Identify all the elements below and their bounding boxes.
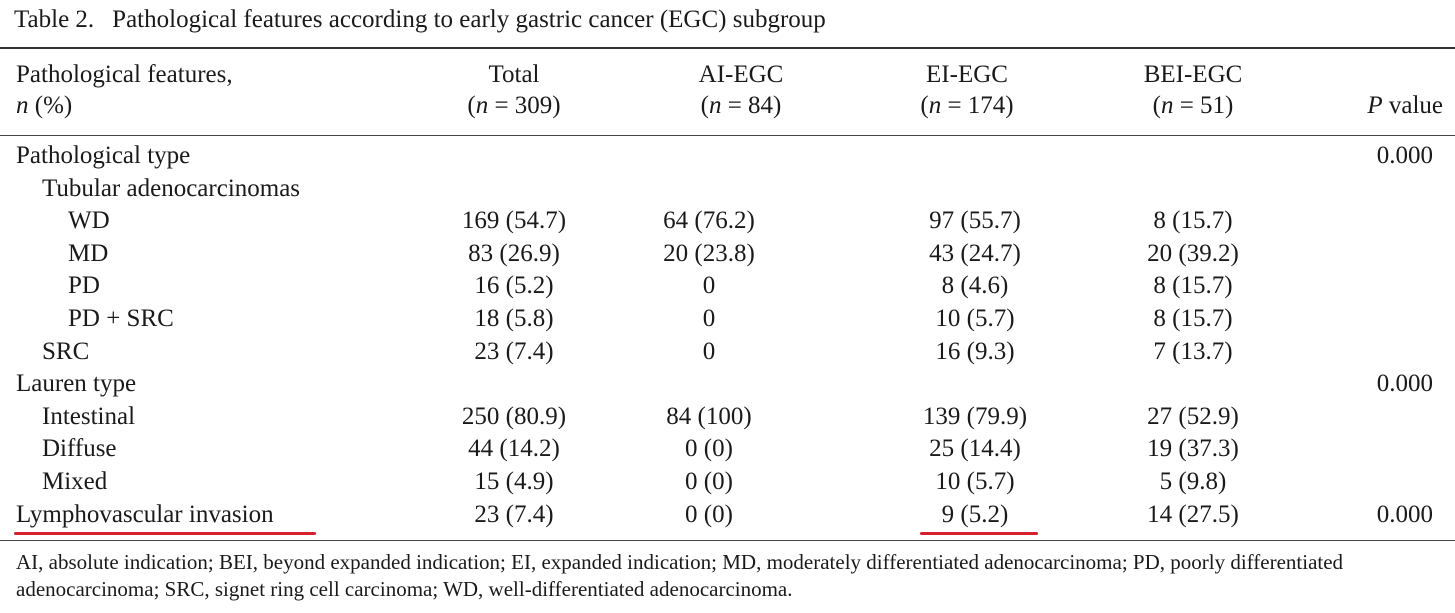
header-feature-line1: Pathological features, — [16, 61, 233, 88]
cell-ai-egc: 84 (100) — [666, 402, 752, 430]
cell-total: 16 (5.2) — [474, 272, 554, 300]
cell-ei-egc: 10 (5.7) — [935, 468, 1015, 495]
table-row: Lauren type 0.000 — [0, 368, 1455, 400]
row-feature-label: Tubular adenocarcinomas — [42, 174, 301, 202]
cell-total: 44 (14.2) — [468, 435, 560, 463]
header-col-name: EI-EGC — [926, 61, 1008, 88]
table-footnote: AI, absolute indication; BEI, beyond exp… — [16, 550, 1344, 601]
table-row: Tubular adenocarcinomas — [0, 173, 1455, 205]
cell-ei-egc: 10 (5.7) — [935, 305, 1015, 332]
table-caption: Table 2. Pathological features according … — [14, 6, 826, 34]
row-feature-label: SRC — [42, 337, 90, 365]
cell-total: 15 (4.9) — [474, 468, 554, 495]
table-row: Intestinal 250 (80.9) 84 (100) 139 (79.9) 27… — [0, 401, 1455, 433]
cell-ai-egc: 0 (0) — [685, 435, 733, 463]
header-col-name: Total — [488, 61, 540, 88]
header-col-total: Total (n = 309) — [467, 59, 560, 121]
cell-total: 83 (26.9) — [468, 239, 560, 267]
cell-total: 23 (7.4) — [474, 500, 554, 528]
row-feature-label: Lauren type — [16, 370, 137, 398]
cell-total: 250 (80.9) — [461, 402, 567, 430]
table-row: PD 16 (5.2) 0 8 (4.6) 8 (15.7) — [0, 270, 1455, 302]
table-row: Diffuse 44 (14.2) 0 (0) 25 (14.4) 19 (37.3) — [0, 433, 1455, 465]
cell-bei-egc: 27 (52.9) — [1147, 402, 1239, 430]
header-col-ai-egc: AI-EGC (n = 84) — [699, 59, 784, 121]
header-feature: Pathological features, n (%) — [16, 59, 233, 121]
table-row: PD + SRC 18 (5.8) 0 10 (5.7) 8 (15.7) — [0, 303, 1455, 335]
cell-ei-egc: 139 (79.9) — [922, 402, 1028, 430]
table-row: MD 83 (26.9) 20 (23.8) 43 (24.7) 20 (39.2) — [0, 238, 1455, 270]
cell-bei-egc: 7 (13.7) — [1153, 337, 1233, 365]
header-feature-line2: n (%) — [16, 92, 73, 119]
table-label: Table 2. — [14, 6, 95, 33]
cell-bei-egc: 8 (15.7) — [1153, 207, 1233, 235]
row-feature-label: WD — [68, 207, 110, 235]
table-row: Lymphovascular invasion 23 (7.4) 0 (0) 9 (5… — [0, 499, 1455, 531]
header-col-n: (n = 309) — [467, 92, 561, 119]
row-feature-label: PD — [68, 272, 100, 300]
header-col-bei-egc: BEI-EGC (n = 51) — [1144, 59, 1243, 121]
header-rule — [0, 135, 1455, 136]
cell-ai-egc: 0 (0) — [685, 468, 733, 495]
bottom-rule — [0, 540, 1455, 541]
row-feature-label: Lymphovascular invasion — [16, 500, 274, 528]
cell-bei-egc: 19 (37.3) — [1147, 435, 1239, 463]
cell-p-value: 0.000 — [1376, 370, 1433, 398]
table-row: WD 169 (54.7) 64 (76.2) 97 (55.7) 8 (15.7) — [0, 205, 1455, 237]
cell-ai-egc: 0 — [702, 337, 716, 365]
table-title: Pathological features according to early… — [112, 6, 826, 33]
cell-p-value: 0.000 — [1376, 500, 1433, 528]
header-col-name: AI-EGC — [698, 61, 784, 88]
header-col-ei-egc: EI-EGC (n = 174) — [920, 59, 1013, 121]
cell-ei-egc: 97 (55.7) — [929, 207, 1021, 235]
cell-bei-egc: 14 (27.5) — [1147, 500, 1239, 528]
row-feature-label: MD — [68, 239, 109, 267]
cell-ei-egc: 9 (5.2) — [941, 500, 1009, 528]
row-feature-label: Diffuse — [42, 435, 117, 463]
cell-total: 169 (54.7) — [461, 207, 567, 235]
cell-ei-egc: 8 (4.6) — [941, 272, 1009, 300]
cell-ei-egc: 16 (9.3) — [935, 337, 1015, 365]
highlight-underline-ei-value — [920, 532, 1038, 535]
cell-ei-egc: 43 (24.7) — [929, 239, 1021, 267]
cell-ai-egc: 64 (76.2) — [663, 207, 755, 235]
cell-bei-egc: 8 (15.7) — [1153, 272, 1233, 300]
cell-ei-egc: 25 (14.4) — [929, 435, 1021, 463]
cell-ai-egc: 20 (23.8) — [663, 239, 755, 267]
row-feature-label: PD + SRC — [68, 305, 174, 332]
table-row: SRC 23 (7.4) 0 16 (9.3) 7 (13.7) — [0, 336, 1455, 368]
cell-bei-egc: 5 (9.8) — [1159, 468, 1227, 495]
row-feature-label: Pathological type — [16, 142, 191, 169]
header-p-value: P value — [1367, 92, 1443, 119]
cell-ai-egc: 0 — [702, 305, 716, 332]
cell-ai-egc: 0 (0) — [685, 500, 733, 528]
cell-ai-egc: 0 — [702, 272, 716, 300]
row-feature-label: Intestinal — [42, 402, 136, 430]
cell-total: 23 (7.4) — [474, 337, 554, 365]
table-row: Mixed 15 (4.9) 0 (0) 10 (5.7) 5 (9.8) — [0, 466, 1455, 498]
header-col-n: (n = 51) — [1152, 92, 1234, 119]
cell-bei-egc: 8 (15.7) — [1153, 305, 1233, 332]
cell-total: 18 (5.8) — [474, 305, 554, 332]
row-feature-label: Mixed — [42, 468, 108, 495]
top-rule — [0, 47, 1455, 49]
table-row: Pathological type 0.000 — [0, 140, 1455, 172]
cell-bei-egc: 20 (39.2) — [1147, 239, 1239, 267]
header-col-name: BEI-EGC — [1143, 61, 1243, 88]
cell-p-value: 0.000 — [1376, 142, 1433, 169]
highlight-underline-lymphovascular — [14, 532, 316, 535]
header-col-n: (n = 84) — [700, 92, 782, 119]
header-col-n: (n = 174) — [920, 92, 1014, 119]
